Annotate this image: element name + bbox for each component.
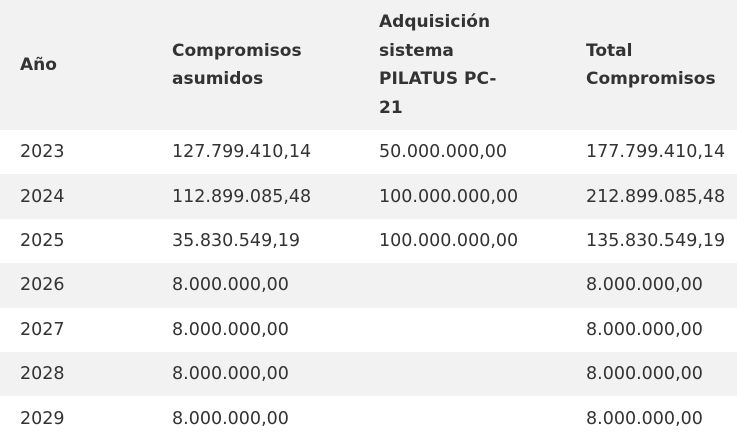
table-row: 2023 127.799.410,14 50.000.000,00 177.79…: [0, 130, 737, 175]
header-line: Año: [20, 54, 57, 75]
cell-year: 2027: [0, 307, 152, 352]
cell-commitments: 112.899.085,48: [152, 174, 359, 219]
cell-year: 2028: [0, 351, 152, 397]
header-line: asumidos: [172, 69, 264, 89]
header-line: PILATUS PC-: [379, 69, 497, 89]
cell-pilatus: [359, 307, 566, 352]
header-year: Año: [0, 0, 152, 130]
header-commitments: Compromisos asumidos: [152, 0, 359, 130]
table-row: 2029 8.000.000,00 8.000.000,00: [0, 396, 737, 441]
cell-commitments: 127.799.410,14: [152, 130, 359, 175]
cell-year: 2029: [0, 396, 152, 441]
cell-pilatus: 100.000.000,00: [359, 218, 566, 264]
cell-pilatus: 50.000.000,00: [359, 130, 566, 175]
header-pilatus: Adquisición sistema PILATUS PC- 21: [359, 0, 566, 130]
cell-commitments: 8.000.000,00: [152, 263, 359, 308]
cell-total: 8.000.000,00: [566, 351, 737, 397]
header-total: Total Compromisos: [566, 0, 737, 130]
cell-pilatus: [359, 263, 566, 308]
table-row: 2024 112.899.085,48 100.000.000,00 212.8…: [0, 174, 737, 219]
header-line: Compromisos: [172, 40, 302, 61]
cell-pilatus: 100.000.000,00: [359, 174, 566, 219]
header-line: sistema: [379, 40, 454, 61]
cell-commitments: 8.000.000,00: [152, 307, 359, 352]
cell-total: 8.000.000,00: [566, 396, 737, 441]
cell-total: 8.000.000,00: [566, 263, 737, 308]
cell-pilatus: [359, 351, 566, 397]
header-line: Total: [586, 40, 633, 61]
cell-year: 2026: [0, 263, 152, 308]
cell-year: 2024: [0, 174, 152, 219]
header-line: Adquisición: [379, 12, 491, 32]
table-row: 2026 8.000.000,00 8.000.000,00: [0, 263, 737, 308]
cell-commitments: 35.830.549,19: [152, 218, 359, 264]
cell-total: 212.899.085,48: [566, 174, 737, 219]
cell-pilatus: [359, 396, 566, 441]
cell-year: 2025: [0, 218, 152, 264]
header-line: Compromisos: [586, 69, 716, 89]
table-row: 2025 35.830.549,19 100.000.000,00 135.83…: [0, 218, 737, 264]
cell-year: 2023: [0, 130, 152, 175]
cell-total: 8.000.000,00: [566, 307, 737, 352]
table-row: 2028 8.000.000,00 8.000.000,00: [0, 351, 737, 397]
cell-commitments: 8.000.000,00: [152, 351, 359, 397]
cell-total: 135.830.549,19: [566, 218, 737, 264]
cell-commitments: 8.000.000,00: [152, 396, 359, 441]
cell-total: 177.799.410,14: [566, 130, 737, 175]
header-line: 21: [379, 97, 403, 118]
table-header-row: Año Compromisos asumidos Adquisición sis…: [0, 0, 737, 130]
table-row: 2027 8.000.000,00 8.000.000,00: [0, 307, 737, 352]
